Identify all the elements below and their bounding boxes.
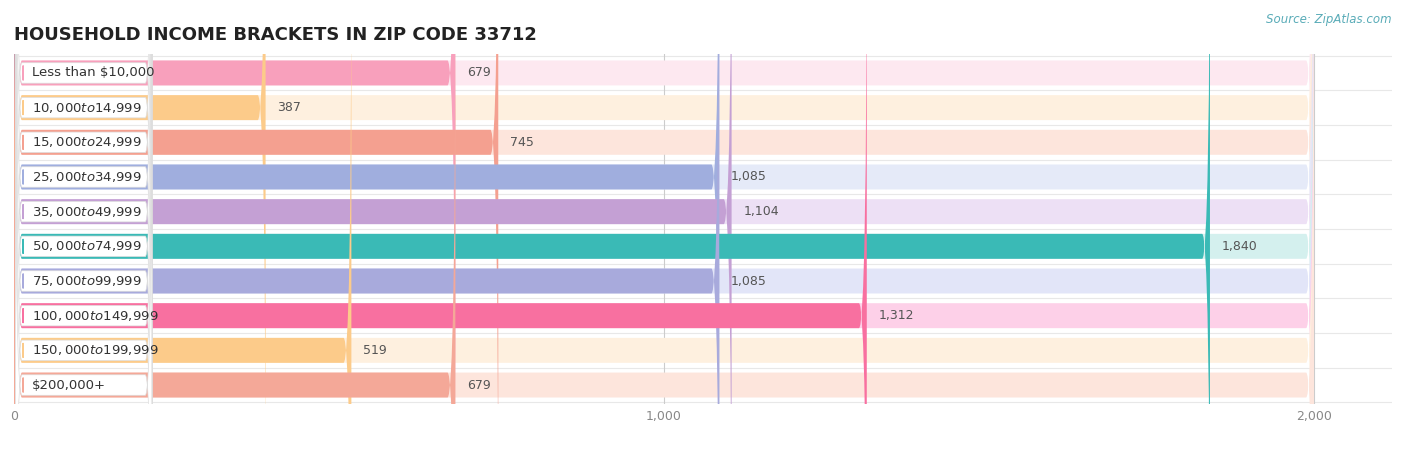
FancyBboxPatch shape xyxy=(14,0,1315,449)
FancyBboxPatch shape xyxy=(14,0,456,449)
FancyBboxPatch shape xyxy=(15,0,152,449)
FancyBboxPatch shape xyxy=(15,14,152,449)
FancyBboxPatch shape xyxy=(14,0,456,449)
FancyBboxPatch shape xyxy=(15,0,152,449)
Text: 745: 745 xyxy=(510,136,534,149)
FancyBboxPatch shape xyxy=(14,368,1406,402)
Text: HOUSEHOLD INCOME BRACKETS IN ZIP CODE 33712: HOUSEHOLD INCOME BRACKETS IN ZIP CODE 33… xyxy=(14,26,537,44)
Text: 1,085: 1,085 xyxy=(731,274,766,287)
FancyBboxPatch shape xyxy=(14,0,1315,449)
FancyBboxPatch shape xyxy=(15,0,152,449)
Text: $10,000 to $14,999: $10,000 to $14,999 xyxy=(32,101,142,114)
FancyBboxPatch shape xyxy=(14,0,1315,449)
Text: 1,840: 1,840 xyxy=(1222,240,1257,253)
FancyBboxPatch shape xyxy=(14,0,1315,449)
Text: $75,000 to $99,999: $75,000 to $99,999 xyxy=(32,274,142,288)
Text: $150,000 to $199,999: $150,000 to $199,999 xyxy=(32,343,159,357)
FancyBboxPatch shape xyxy=(14,125,1406,160)
FancyBboxPatch shape xyxy=(15,0,152,449)
FancyBboxPatch shape xyxy=(14,0,352,449)
FancyBboxPatch shape xyxy=(14,0,720,449)
Text: 1,104: 1,104 xyxy=(744,205,779,218)
Text: 519: 519 xyxy=(363,344,387,357)
FancyBboxPatch shape xyxy=(15,0,152,409)
FancyBboxPatch shape xyxy=(14,0,1315,449)
FancyBboxPatch shape xyxy=(15,0,152,449)
FancyBboxPatch shape xyxy=(14,0,866,449)
FancyBboxPatch shape xyxy=(14,0,1315,449)
FancyBboxPatch shape xyxy=(14,0,1315,449)
FancyBboxPatch shape xyxy=(14,0,498,449)
FancyBboxPatch shape xyxy=(14,56,1406,90)
Text: 387: 387 xyxy=(277,101,301,114)
Text: 1,312: 1,312 xyxy=(879,309,914,322)
Text: $100,000 to $149,999: $100,000 to $149,999 xyxy=(32,308,159,323)
FancyBboxPatch shape xyxy=(14,333,1406,368)
FancyBboxPatch shape xyxy=(15,48,152,449)
Text: Source: ZipAtlas.com: Source: ZipAtlas.com xyxy=(1267,13,1392,26)
FancyBboxPatch shape xyxy=(14,0,731,449)
Text: $15,000 to $24,999: $15,000 to $24,999 xyxy=(32,135,142,150)
FancyBboxPatch shape xyxy=(14,0,1315,449)
FancyBboxPatch shape xyxy=(14,194,1406,229)
FancyBboxPatch shape xyxy=(15,0,152,449)
FancyBboxPatch shape xyxy=(14,160,1406,194)
FancyBboxPatch shape xyxy=(14,0,1315,449)
Text: $25,000 to $34,999: $25,000 to $34,999 xyxy=(32,170,142,184)
Text: $50,000 to $74,999: $50,000 to $74,999 xyxy=(32,239,142,253)
FancyBboxPatch shape xyxy=(14,229,1406,264)
Text: 679: 679 xyxy=(467,379,491,392)
Text: $200,000+: $200,000+ xyxy=(32,379,107,392)
FancyBboxPatch shape xyxy=(14,0,720,449)
FancyBboxPatch shape xyxy=(15,0,152,444)
Text: Less than $10,000: Less than $10,000 xyxy=(32,66,155,79)
FancyBboxPatch shape xyxy=(14,264,1406,298)
FancyBboxPatch shape xyxy=(14,0,1315,449)
FancyBboxPatch shape xyxy=(14,0,266,449)
Text: $35,000 to $49,999: $35,000 to $49,999 xyxy=(32,205,142,219)
Text: 679: 679 xyxy=(467,66,491,79)
FancyBboxPatch shape xyxy=(14,0,1211,449)
FancyBboxPatch shape xyxy=(14,90,1406,125)
Text: 1,085: 1,085 xyxy=(731,171,766,184)
FancyBboxPatch shape xyxy=(14,298,1406,333)
